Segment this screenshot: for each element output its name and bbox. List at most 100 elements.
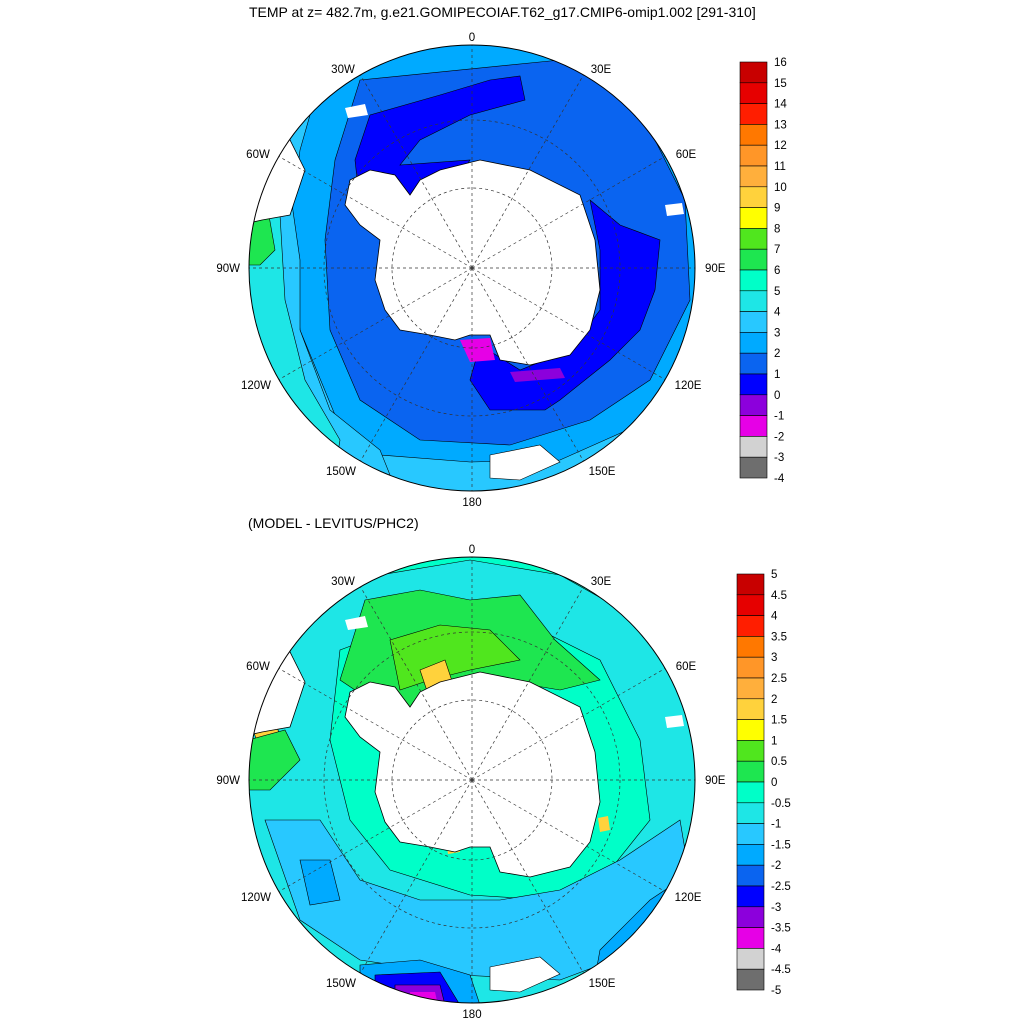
top-colorbar-swatch <box>739 61 768 84</box>
top-colorbar-label: 13 <box>774 119 787 131</box>
bottom-colorbar-label: 4 <box>771 611 778 623</box>
top-colorbar-label: 1 <box>774 369 780 381</box>
bottom-lon-label: 60W <box>246 661 270 673</box>
bottom-colorbar-swatch <box>736 948 765 970</box>
top-colorbar-swatch <box>739 352 768 375</box>
bottom-colorbar-label: -5 <box>771 985 781 997</box>
top-lon-label: 60W <box>246 149 270 161</box>
bottom-colorbar-swatch <box>736 781 765 804</box>
top-colorbar-label: 12 <box>774 140 787 152</box>
top-colorbar-label: 16 <box>774 57 787 69</box>
top-colorbar-label: 9 <box>774 203 780 215</box>
bottom-colorbar-label: 0.5 <box>771 756 787 768</box>
bottom-colorbar-swatch <box>736 677 765 700</box>
bottom-colorbar-label: -3 <box>771 902 781 914</box>
bottom-colorbar-swatch <box>736 864 765 887</box>
top-colorbar-swatch <box>739 394 768 416</box>
bottom-colorbar-label: 3 <box>771 652 777 664</box>
top-colorbar-label: -4 <box>774 473 785 485</box>
bottom-lon-label: 150W <box>326 978 356 990</box>
bottom-colorbar-swatch <box>736 740 765 762</box>
bottom-colorbar-label: 5 <box>771 569 777 581</box>
bottom-lon-label: 90E <box>705 775 726 787</box>
bottom-colorbar-label: 2.5 <box>771 673 787 685</box>
top-colorbar-label: 2 <box>774 348 780 360</box>
bottom-colorbar-label: -2.5 <box>771 881 791 893</box>
bottom-colorbar-label: -1.5 <box>771 839 791 851</box>
top-colorbar-label: -2 <box>774 431 784 443</box>
bottom-colorbar-label: -1 <box>771 819 781 831</box>
bottom-map-boundary <box>248 556 696 1004</box>
bottom-lon-label: 0 <box>469 544 475 556</box>
top-lon-label: 120W <box>241 380 271 392</box>
top-colorbar-label: 6 <box>774 265 780 277</box>
top-colorbar-swatch <box>739 186 768 208</box>
top-map-boundary <box>248 44 696 492</box>
bottom-colorbar-swatch <box>736 719 765 741</box>
top-lon-label: 120E <box>675 380 702 392</box>
top-colorbar-label: -1 <box>774 411 784 423</box>
bottom-difference-field <box>249 557 695 1003</box>
top-lon-label: 90W <box>216 263 240 275</box>
top-map-title: TEMP at z= 482.7m, g.e21.GOMIPECOIAF.T62… <box>249 4 756 20</box>
top-colorbar-swatch <box>739 290 768 312</box>
bottom-colorbar-swatch <box>736 906 765 928</box>
top-colorbar-label: 8 <box>774 223 780 235</box>
bottom-lon-label: 150E <box>589 978 616 990</box>
top-lon-label: 150W <box>326 466 356 478</box>
bottom-colorbar-swatch <box>736 927 765 949</box>
bottom-colorbar: 5 4.5 4 3.5 3 2.5 2 1.5 1 0.5 0 -0.5 -1 -1.5 -2 -2.5 -3 -… <box>736 569 791 997</box>
top-colorbar-label: -3 <box>774 452 784 464</box>
top-colorbar-label: 7 <box>774 244 780 256</box>
bottom-colorbar-label: -3.5 <box>771 923 791 935</box>
top-lon-label: 180 <box>462 497 481 509</box>
top-colorbar-swatch <box>739 373 768 396</box>
top-colorbar-swatch <box>739 103 768 125</box>
bottom-lon-label: 60E <box>676 661 697 673</box>
bottom-lon-label: 90W <box>216 775 240 787</box>
top-colorbar-swatch <box>739 332 768 354</box>
top-colorbar-label: 10 <box>774 182 787 194</box>
top-lon-label: 30W <box>331 64 355 76</box>
bottom-colorbar-label: 3.5 <box>771 631 787 643</box>
bottom-polar-map: 0 30E 60E 90E 120E 150E 180 150W 120W 90… <box>216 544 725 1021</box>
bottom-colorbar-swatch <box>736 823 765 845</box>
bottom-colorbar-swatch <box>736 802 765 824</box>
top-colorbar-swatch <box>739 456 768 479</box>
bottom-colorbar-swatch <box>736 885 765 908</box>
bottom-colorbar-swatch <box>736 844 765 866</box>
top-colorbar-swatch <box>739 82 768 104</box>
top-colorbar-label: 15 <box>774 78 787 90</box>
bottom-colorbar-swatch <box>736 573 765 596</box>
top-colorbar-swatch <box>739 248 768 271</box>
bottom-colorbar-label: -4.5 <box>771 964 791 976</box>
bottom-colorbar-label: 1 <box>771 735 777 747</box>
top-colorbar-swatch <box>739 415 768 437</box>
top-longitude-labels: 0 30E 60E 90E 120E 150E 180 150W 120W 90… <box>216 32 725 509</box>
bottom-colorbar-swatch <box>736 698 765 720</box>
top-colorbar-label: 0 <box>774 390 780 402</box>
top-colorbar-swatch <box>739 311 768 333</box>
top-lon-label: 150E <box>589 466 616 478</box>
bottom-colorbar-swatch <box>736 615 765 637</box>
top-colorbar-label: 14 <box>774 99 787 111</box>
bottom-lon-label: 30W <box>331 576 355 588</box>
bottom-colorbar-swatch <box>736 636 765 658</box>
bottom-lon-label: 120E <box>675 892 702 904</box>
top-colorbar-swatch <box>739 436 768 458</box>
top-colorbar-swatch <box>739 207 768 229</box>
bottom-colorbar-swatch <box>736 760 765 783</box>
top-colorbar-label: 3 <box>774 327 780 339</box>
top-temperature-field <box>249 45 695 491</box>
bottom-map-title: (MODEL - LEVITUS/PHC2) <box>248 515 419 531</box>
bottom-colorbar-label: 0 <box>771 777 777 789</box>
bottom-colorbar-label: 1.5 <box>771 715 787 727</box>
bottom-lon-label: 30E <box>591 576 612 588</box>
top-colorbar-swatch <box>739 144 768 167</box>
top-colorbar-label: 11 <box>774 161 786 173</box>
top-lon-label: 30E <box>591 64 612 76</box>
top-colorbar-swatch <box>739 165 768 188</box>
bottom-lon-label: 180 <box>462 1009 481 1021</box>
